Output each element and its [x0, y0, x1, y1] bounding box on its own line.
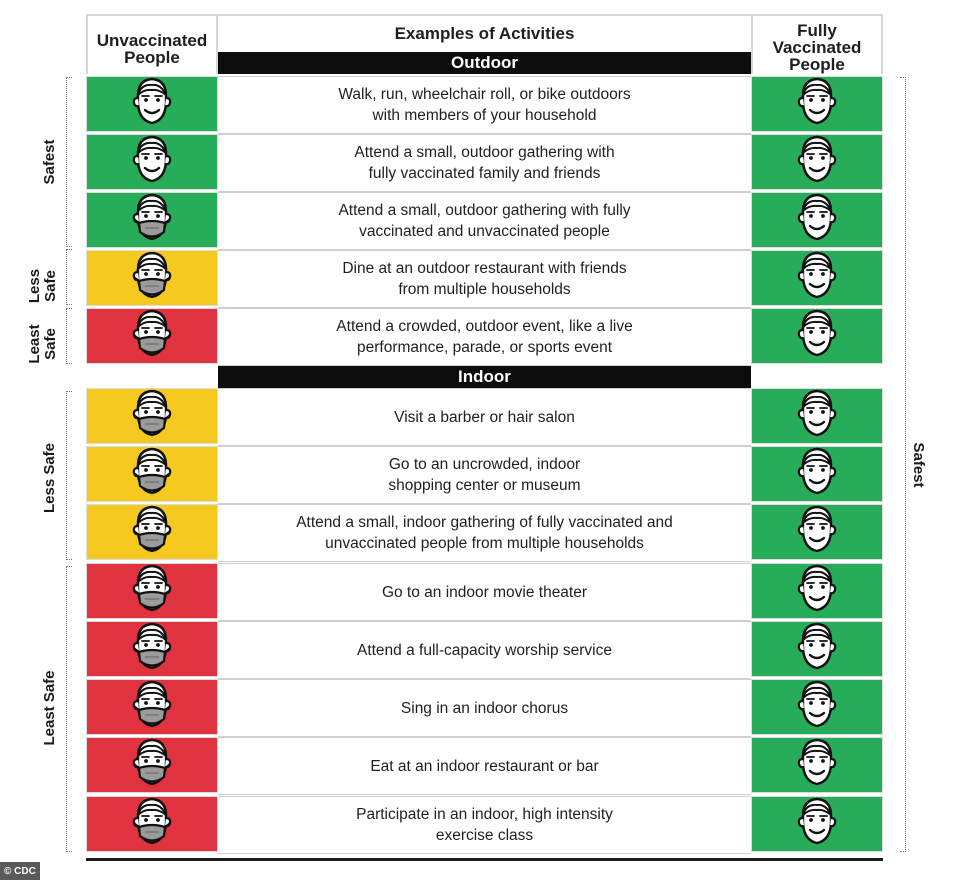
- outdoor-least-safe-bracket: [66, 308, 72, 364]
- unvaccinated-risk-cell: [86, 796, 218, 852]
- unvaccinated-risk-cell: [86, 737, 218, 793]
- outdoor-section-bar: Outdoor: [218, 52, 751, 74]
- face-icon: [794, 621, 840, 678]
- face-icon: [794, 504, 840, 561]
- masked-face-icon: [129, 308, 175, 365]
- vaccinated-risk-cell: [751, 308, 883, 364]
- activities-column-header: Examples of Activities: [218, 14, 751, 52]
- label-outdoor-safest: Safest: [41, 139, 58, 185]
- vaccinated-risk-cell: [751, 192, 883, 248]
- vaccinated-risk-cell: [751, 679, 883, 735]
- activity-row: Attend a full-capacity worship service: [86, 621, 883, 679]
- activity-row: Go to an indoor movie theater: [86, 563, 883, 621]
- activity-row: Attend a small, indoor gathering of full…: [86, 504, 883, 562]
- vaccinated-risk-cell: [751, 796, 883, 852]
- masked-face-icon: [129, 192, 175, 249]
- indoor-less-safe-bracket: [66, 391, 72, 560]
- unvaccinated-risk-cell: [86, 308, 218, 364]
- masked-face-icon: [129, 504, 175, 561]
- vaccinated-risk-cell: [751, 563, 883, 619]
- outdoor-less-safe-bracket: [66, 249, 72, 305]
- activity-row: Go to an uncrowded, indoor shopping cent…: [86, 446, 883, 504]
- activity-text: Attend a full-capacity worship service: [218, 621, 751, 679]
- label-outdoor-least-safe: Least Safe: [26, 324, 59, 364]
- activity-text: Attend a crowded, outdoor event, like a …: [218, 308, 751, 366]
- unvaccinated-risk-cell: [86, 504, 218, 560]
- activity-text: Eat at an indoor restaurant or bar: [218, 737, 751, 795]
- vaccinated-risk-cell: [751, 134, 883, 190]
- activity-row: Walk, run, wheelchair roll, or bike outd…: [86, 76, 883, 134]
- activity-row: Visit a barber or hair salon: [86, 388, 883, 446]
- activity-text: Attend a small, outdoor gathering with f…: [218, 192, 751, 250]
- unvaccinated-column-header: Unvaccinated People: [86, 14, 218, 74]
- masked-face-icon: [129, 446, 175, 503]
- activity-text: Participate in an indoor, high intensity…: [218, 796, 751, 854]
- activity-row: Attend a small, outdoor gathering with f…: [86, 192, 883, 250]
- activity-row: Eat at an indoor restaurant or bar: [86, 737, 883, 795]
- activity-text: Dine at an outdoor restaurant with frien…: [218, 250, 751, 308]
- label-indoor-least-safe: Least Safe: [41, 670, 58, 746]
- activity-row: Participate in an indoor, high intensity…: [86, 796, 883, 854]
- unvaccinated-risk-cell: [86, 446, 218, 502]
- vaccinated-risk-cell: [751, 621, 883, 677]
- unvaccinated-risk-cell: [86, 250, 218, 306]
- unvaccinated-risk-cell: [86, 679, 218, 735]
- activity-text: Go to an indoor movie theater: [218, 563, 751, 621]
- unvaccinated-risk-cell: [86, 621, 218, 677]
- outdoor-safest-bracket: [66, 77, 72, 247]
- activity-text: Walk, run, wheelchair roll, or bike outd…: [218, 76, 751, 134]
- face-icon: [794, 737, 840, 794]
- face-icon: [794, 250, 840, 307]
- face-icon: [129, 76, 175, 133]
- face-icon: [794, 308, 840, 365]
- vaccinated-risk-cell: [751, 388, 883, 444]
- indoor-section-bar: Indoor: [218, 366, 751, 388]
- masked-face-icon: [129, 737, 175, 794]
- unvaccinated-risk-cell: [86, 388, 218, 444]
- label-outdoor-less-safe: Less Safe: [26, 268, 59, 304]
- face-icon: [794, 192, 840, 249]
- activity-row: Sing in an indoor chorus: [86, 679, 883, 737]
- label-vaccinated-safest: Safest: [910, 442, 927, 488]
- face-icon: [794, 563, 840, 620]
- face-icon: [794, 76, 840, 133]
- bottom-rule: [86, 858, 883, 861]
- unvaccinated-risk-cell: [86, 192, 218, 248]
- vaccinated-safest-bracket: [900, 77, 906, 852]
- vaccinated-risk-cell: [751, 737, 883, 793]
- indoor-least-safe-bracket: [66, 566, 72, 852]
- masked-face-icon: [129, 388, 175, 445]
- face-icon: [794, 134, 840, 191]
- masked-face-icon: [129, 563, 175, 620]
- image-credit: © CDC: [0, 862, 40, 880]
- activity-text: Go to an uncrowded, indoor shopping cent…: [218, 446, 751, 504]
- label-indoor-less-safe: Less Safe: [41, 442, 58, 514]
- vaccinated-risk-cell: [751, 446, 883, 502]
- unvaccinated-risk-cell: [86, 134, 218, 190]
- activity-row: Attend a small, outdoor gathering with f…: [86, 134, 883, 192]
- vaccinated-risk-cell: [751, 250, 883, 306]
- face-icon: [794, 446, 840, 503]
- activity-text: Visit a barber or hair salon: [218, 388, 751, 446]
- vaccinated-risk-cell: [751, 76, 883, 132]
- face-icon: [794, 388, 840, 445]
- activity-row: Dine at an outdoor restaurant with frien…: [86, 250, 883, 308]
- face-icon: [794, 796, 840, 853]
- masked-face-icon: [129, 679, 175, 736]
- vaccinated-risk-cell: [751, 504, 883, 560]
- vaccinated-column-header: Fully Vaccinated People: [751, 14, 883, 74]
- masked-face-icon: [129, 621, 175, 678]
- unvaccinated-risk-cell: [86, 76, 218, 132]
- face-icon: [129, 134, 175, 191]
- unvaccinated-risk-cell: [86, 563, 218, 619]
- masked-face-icon: [129, 796, 175, 853]
- activity-text: Sing in an indoor chorus: [218, 679, 751, 737]
- face-icon: [794, 679, 840, 736]
- activity-text: Attend a small, indoor gathering of full…: [218, 504, 751, 562]
- activity-text: Attend a small, outdoor gathering with f…: [218, 134, 751, 192]
- masked-face-icon: [129, 250, 175, 307]
- activity-row: Attend a crowded, outdoor event, like a …: [86, 308, 883, 366]
